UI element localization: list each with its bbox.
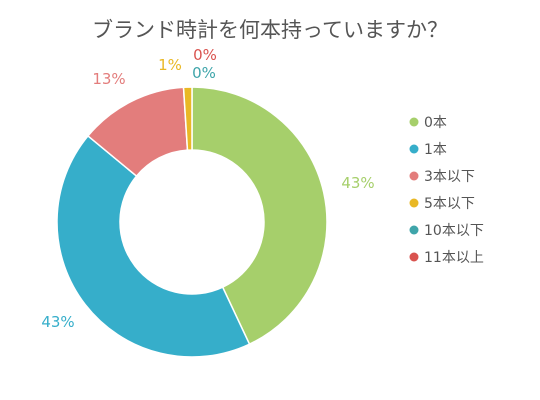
legend: 0本 1本 3本以下 5本以下 10本以下 11本以上 xyxy=(409,115,484,266)
slice-2 xyxy=(56,134,251,358)
legend-swatch-2 xyxy=(409,144,419,154)
legend-label-6: 11本以上 xyxy=(424,250,484,266)
value-label-1: 43% xyxy=(341,174,374,192)
legend-label-4: 5本以下 xyxy=(424,196,475,212)
legend-label-2: 1本 xyxy=(424,142,447,158)
legend-swatch-6 xyxy=(409,252,419,262)
legend-swatch-5 xyxy=(409,225,419,235)
value-label-3: 13% xyxy=(92,70,125,88)
chart-title: ブランド時計を何本持っていますか？ xyxy=(92,18,448,42)
value-labels: 43% 43% 13% 1% 0%0% xyxy=(41,46,374,331)
legend-swatch-1 xyxy=(409,117,419,127)
legend-label-5: 10本以下 xyxy=(424,223,484,239)
value-label-4: 1% xyxy=(158,56,182,74)
slice-1 xyxy=(191,86,328,346)
value-label-6: 0% xyxy=(193,46,217,64)
value-label-5: 0% xyxy=(192,64,216,82)
value-label-2: 43% xyxy=(41,313,74,331)
slice-4 xyxy=(182,86,193,151)
legend-label-1: 0本 xyxy=(424,115,447,131)
legend-swatch-4 xyxy=(409,198,419,208)
legend-swatch-3 xyxy=(409,171,419,181)
pie-slices xyxy=(56,86,328,358)
legend-label-3: 3本以下 xyxy=(424,169,475,185)
